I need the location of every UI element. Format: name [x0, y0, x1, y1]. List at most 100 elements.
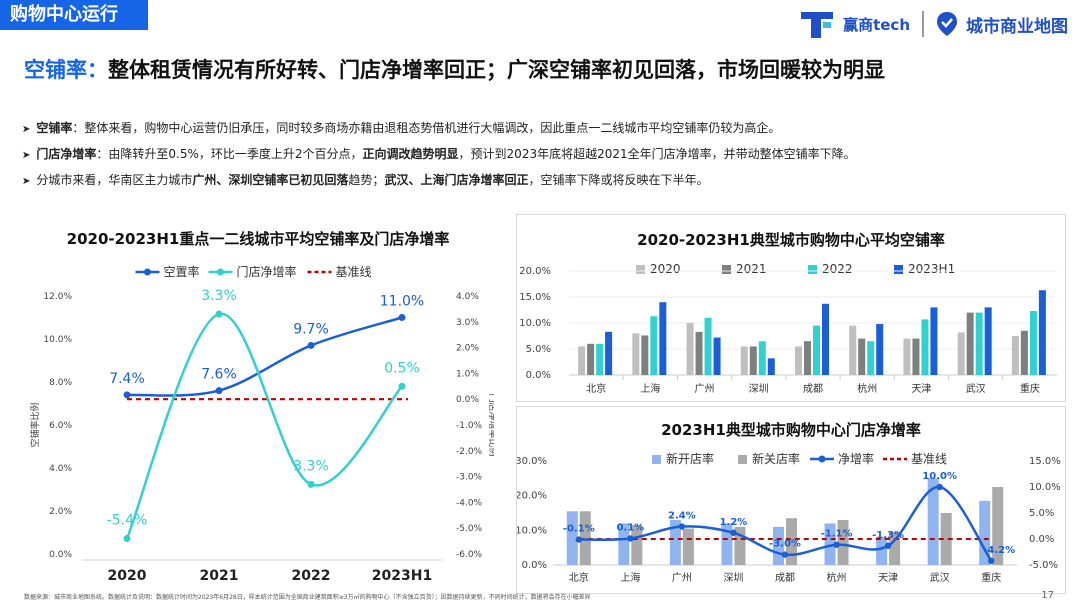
y-axis-label-left: 空铺率比例	[29, 402, 41, 447]
netgrowth-point	[123, 535, 131, 543]
y-tick-label-right: 15.0%	[1029, 456, 1061, 467]
net-growth-point	[575, 536, 582, 543]
bar-2021	[858, 338, 866, 375]
legend-label: 2023H1	[908, 262, 955, 276]
x-tick-label: 2020	[108, 568, 147, 584]
y-tick-label-left: 30.0%	[517, 456, 547, 467]
legend-label: 2021	[736, 262, 767, 276]
x-tick-label: 天津	[911, 383, 931, 395]
bullet-arrow-icon: ➤	[22, 176, 31, 187]
legend-label: 基准线	[911, 452, 947, 466]
x-tick-label: 重庆	[1020, 382, 1040, 395]
x-tick-label: 成都	[775, 572, 795, 584]
netgrowth-point	[307, 480, 315, 488]
y-tick-label-right: -5.0%	[456, 524, 483, 534]
bar-new-close	[734, 526, 746, 565]
net-growth-point	[884, 542, 892, 549]
x-tick-label: 杭州	[827, 571, 847, 584]
net-growth-data-label: -3.0%	[769, 539, 801, 550]
bullet-text-segment: ：由降转升至0.5%，环比一季度上升2个百分点，	[96, 147, 363, 161]
x-tick-label: 2022	[292, 568, 331, 584]
legend-label: 2022	[822, 262, 853, 276]
bar-2022	[975, 312, 983, 375]
y-tick-label-right: -2.0%	[456, 447, 483, 457]
legend-label: 净增率	[838, 451, 874, 466]
bar-new-open	[669, 519, 681, 565]
x-tick-label: 广州	[672, 572, 692, 584]
x-tick-label: 上海	[620, 571, 640, 584]
net-growth-data-label: -0.1%	[563, 524, 595, 535]
net-growth-data-label: -1.3%	[872, 530, 904, 541]
bar-new-open	[876, 537, 888, 565]
x-tick-label: 成都	[803, 383, 823, 395]
legend-box-swatch	[738, 455, 747, 464]
logo-divider	[922, 11, 924, 37]
vacancy-data-label: 7.4%	[109, 371, 145, 387]
vacancy-point	[398, 314, 406, 321]
y-tick-label-right: -3.0%	[456, 473, 483, 483]
x-tick-label: 深圳	[749, 383, 769, 395]
city-netgrowth-combo-chart-panel: 2023H1典型城市购物中心门店净增率 新开店率 新关店率 净增率 基准线 0.0% 10…	[516, 406, 1066, 594]
bar-2023H1	[930, 307, 938, 375]
bar-new-open	[721, 523, 733, 565]
netgrowth-data-label: -5.4%	[107, 513, 148, 529]
bar-new-open	[618, 523, 630, 565]
headline: 空铺率：整体租赁情况有所好转、门店净增率回正；广深空铺率初见回落，市场回暖较为明…	[24, 54, 885, 84]
y-tick-label-right: 10.0%	[1029, 482, 1061, 493]
brand-name-2: 城市商业地图	[966, 16, 1068, 37]
legend-label: 基准线	[336, 265, 372, 279]
legend-label: 2020	[650, 262, 681, 276]
net-growth-series-line	[578, 485, 993, 562]
bar-2020	[578, 346, 586, 375]
y-tick-label: 10.0%	[519, 318, 551, 329]
bar-2021	[912, 338, 920, 375]
bar-new-open	[979, 500, 991, 565]
y-tick-label: 20.0%	[519, 266, 551, 277]
bar-2020	[1011, 336, 1019, 375]
y-tick-label-right: 3.0%	[456, 318, 479, 328]
y-tick-label-left: 6.0%	[49, 421, 72, 431]
y-axis-label-right: 门店净增率比例	[487, 393, 494, 456]
section-tag: 购物中心运行	[0, 0, 148, 30]
y-tick-label-left: 4.0%	[49, 464, 72, 474]
net-growth-point	[781, 551, 789, 558]
y-tick-label-left: 12.0%	[43, 292, 72, 302]
net-growth-data-label: 0.1%	[616, 522, 644, 533]
net-growth-point	[988, 557, 995, 565]
brand-name-1: 赢商tech	[843, 15, 910, 34]
bullet-text-segment: 正向调改趋势明显	[362, 147, 459, 161]
bullet-text-segment: ，空铺率下降或将反映在下半年。	[528, 173, 709, 187]
bullet-text-segment: ：整体来看，购物中心运营仍旧承压，同时较多商场亦籍由退租态势借机进行大幅调改，因…	[72, 121, 781, 135]
y-tick-label: 0.0%	[526, 370, 551, 381]
bar-2021	[695, 331, 703, 375]
vacancy-netgrowth-line-chart-panel: 2020-2023H1重点一二线城市平均空铺率及门店净增率 空置率 门店净增率 基准…	[22, 214, 494, 590]
bullet-text-segment: 广州、深圳空铺率已初见回落	[192, 173, 349, 187]
bar-2023H1	[605, 331, 613, 375]
y-tick-label-right: 1.0%	[456, 369, 479, 379]
netgrowth-point	[215, 310, 223, 318]
net-growth-point	[678, 523, 686, 530]
bullet-text-segment: 武汉、上海门店净增率回正	[384, 173, 529, 187]
netgrowth-series-line	[125, 312, 403, 539]
bar-2023H1	[822, 303, 829, 375]
net-growth-point	[627, 535, 634, 542]
y-tick-label-right: 0.0%	[1029, 534, 1054, 545]
legend-box-swatch	[722, 265, 731, 274]
bar-2022	[921, 319, 929, 375]
y-tick-label-right: 0.0%	[456, 395, 479, 405]
x-tick-label: 天津	[878, 572, 898, 584]
bar-new-open	[927, 478, 939, 565]
bullet-text-segment: ，预计到2023年底将超越2021全年门店净增率，并带动整体空铺率下降。	[458, 147, 856, 161]
y-tick-label-right: -6.0%	[456, 550, 483, 560]
x-tick-label: 2023H1	[372, 568, 432, 584]
headline-rest: 整体租赁情况有所好转、门店净增率回正；广深空铺率初见回落，市场回暖较为明显	[108, 58, 885, 82]
bar-2022	[596, 343, 604, 375]
y-tick-label-left: 10.0%	[43, 335, 72, 345]
netgrowth-data-label: 3.3%	[201, 288, 237, 304]
bar-2023H1	[713, 337, 721, 375]
legend-box-swatch	[636, 265, 645, 274]
x-tick-label: 北京	[586, 382, 606, 395]
y-tick-label-left: 10.0%	[517, 525, 547, 536]
logo-area: 赢商tech 城市商业地图	[799, 6, 1068, 42]
legend-marker-swatch	[144, 268, 151, 276]
